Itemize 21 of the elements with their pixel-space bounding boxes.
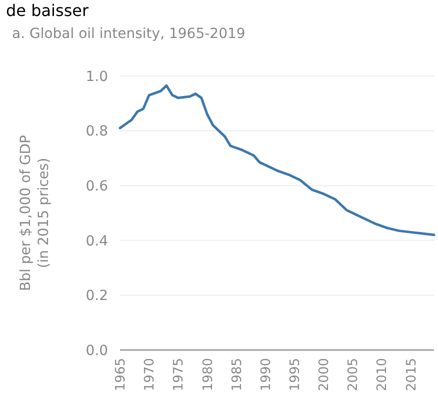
x-tick-label: 2015 <box>404 358 420 392</box>
y-axis-title: Bbl per $1,000 of GDP (in 2015 prices) <box>18 135 52 291</box>
x-tick-label: 1975 <box>172 358 187 392</box>
x-tick-label: 1985 <box>230 358 245 392</box>
y-tick-label: 1.0 <box>86 68 108 85</box>
x-tick-label: 1980 <box>200 358 216 392</box>
x-tick-label: 1965 <box>114 358 129 392</box>
x-tick-label: 1995 <box>288 358 303 392</box>
x-tick-label: 1970 <box>142 358 158 392</box>
y-tick-label: 0.0 <box>86 342 108 359</box>
x-tick-label: 2010 <box>375 358 390 392</box>
text: de baisser <box>6 1 90 20</box>
y-tick-label: 0.4 <box>86 233 108 250</box>
y-tick-label: 0.6 <box>86 178 108 194</box>
line-series <box>118 84 436 236</box>
x-tick-label: 2005 <box>346 358 362 392</box>
chart-title: a. Global oil intensity, 1965-2019 <box>12 26 246 42</box>
x-tick-label: 1990 <box>258 358 274 392</box>
x-tick-label: 2000 <box>317 358 332 392</box>
y-tick-label: 0.8 <box>86 124 108 140</box>
y-tick-label: 0.2 <box>86 288 108 304</box>
